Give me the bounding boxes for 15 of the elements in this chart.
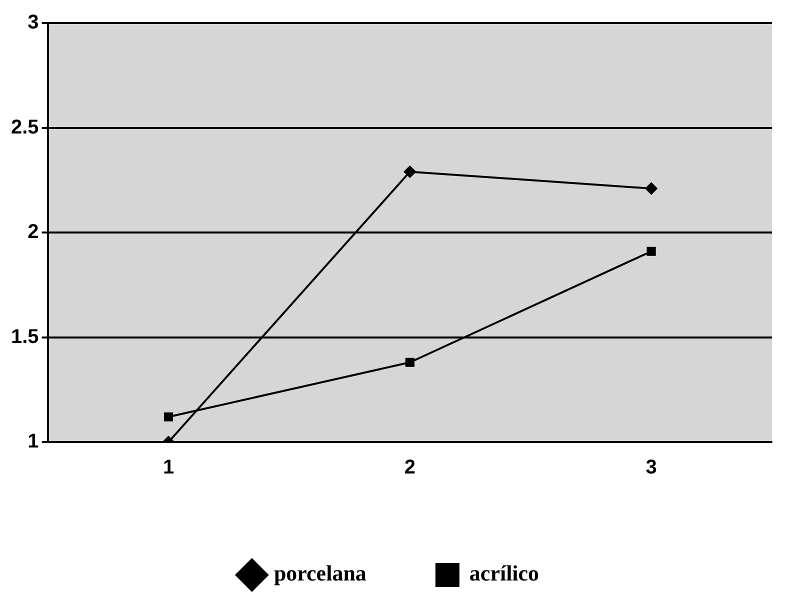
x-tick-label: 2 (404, 456, 416, 479)
y-tick-label: 2 (28, 221, 39, 244)
x-tick-label: 3 (646, 456, 657, 479)
point (405, 358, 414, 367)
point (645, 182, 658, 195)
point (646, 246, 656, 256)
legend-label: acrílico (469, 560, 540, 586)
x-tick-label: 1 (162, 456, 174, 479)
point (404, 166, 416, 178)
y-tick-label: 1 (28, 430, 39, 453)
legend-label: porcelana (274, 560, 366, 586)
y-tick-label: 2.5 (10, 116, 39, 138)
y-tick-label: 1.5 (10, 326, 39, 348)
point (164, 412, 174, 422)
y-tick-label: 3 (28, 12, 39, 34)
